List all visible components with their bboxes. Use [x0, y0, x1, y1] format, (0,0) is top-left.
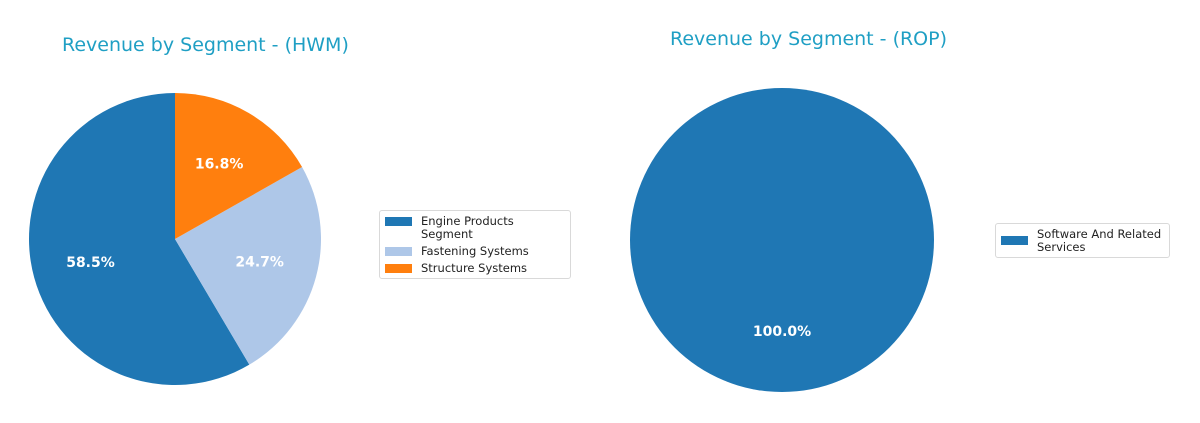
chart-title-rop: Revenue by Segment - (ROP): [670, 28, 948, 50]
slice-percent-label: 58.5%: [66, 255, 115, 271]
legend-label: Software And Related Services: [1037, 227, 1162, 254]
legend-item: Structure Systems: [385, 262, 564, 275]
legend-swatch-software: [1001, 236, 1028, 245]
slice-percent-label: 16.8%: [195, 156, 244, 172]
legend-swatch-structure: [385, 264, 412, 273]
legend-label: Engine Products Segment: [421, 214, 514, 241]
legend-item: Software And Related Services: [1001, 228, 1163, 254]
legend-item: Engine Products Segment: [385, 215, 564, 241]
slice-percent-label: 24.7%: [235, 255, 284, 271]
pie-slice: [175, 167, 321, 365]
legend-rop: Software And Related Services: [995, 223, 1170, 258]
pie-slice: [29, 93, 250, 385]
chart-title-hwm: Revenue by Segment - (HWM): [62, 34, 349, 56]
legend-hwm: Engine Products Segment Fastening System…: [379, 210, 571, 279]
legend-item: Fastening Systems: [385, 245, 564, 258]
legend-label: Fastening Systems: [421, 244, 529, 258]
pie-chart-hwm: 58.5% 24.7% 16.8%: [29, 92, 321, 385]
legend-label: Structure Systems: [421, 261, 528, 275]
slice-percent-label: 100.0%: [753, 324, 811, 340]
legend-swatch-fastening: [385, 247, 412, 256]
legend-swatch-engine: [385, 217, 412, 226]
pie-slice: [630, 88, 934, 392]
pie-slice: [175, 92, 303, 239]
